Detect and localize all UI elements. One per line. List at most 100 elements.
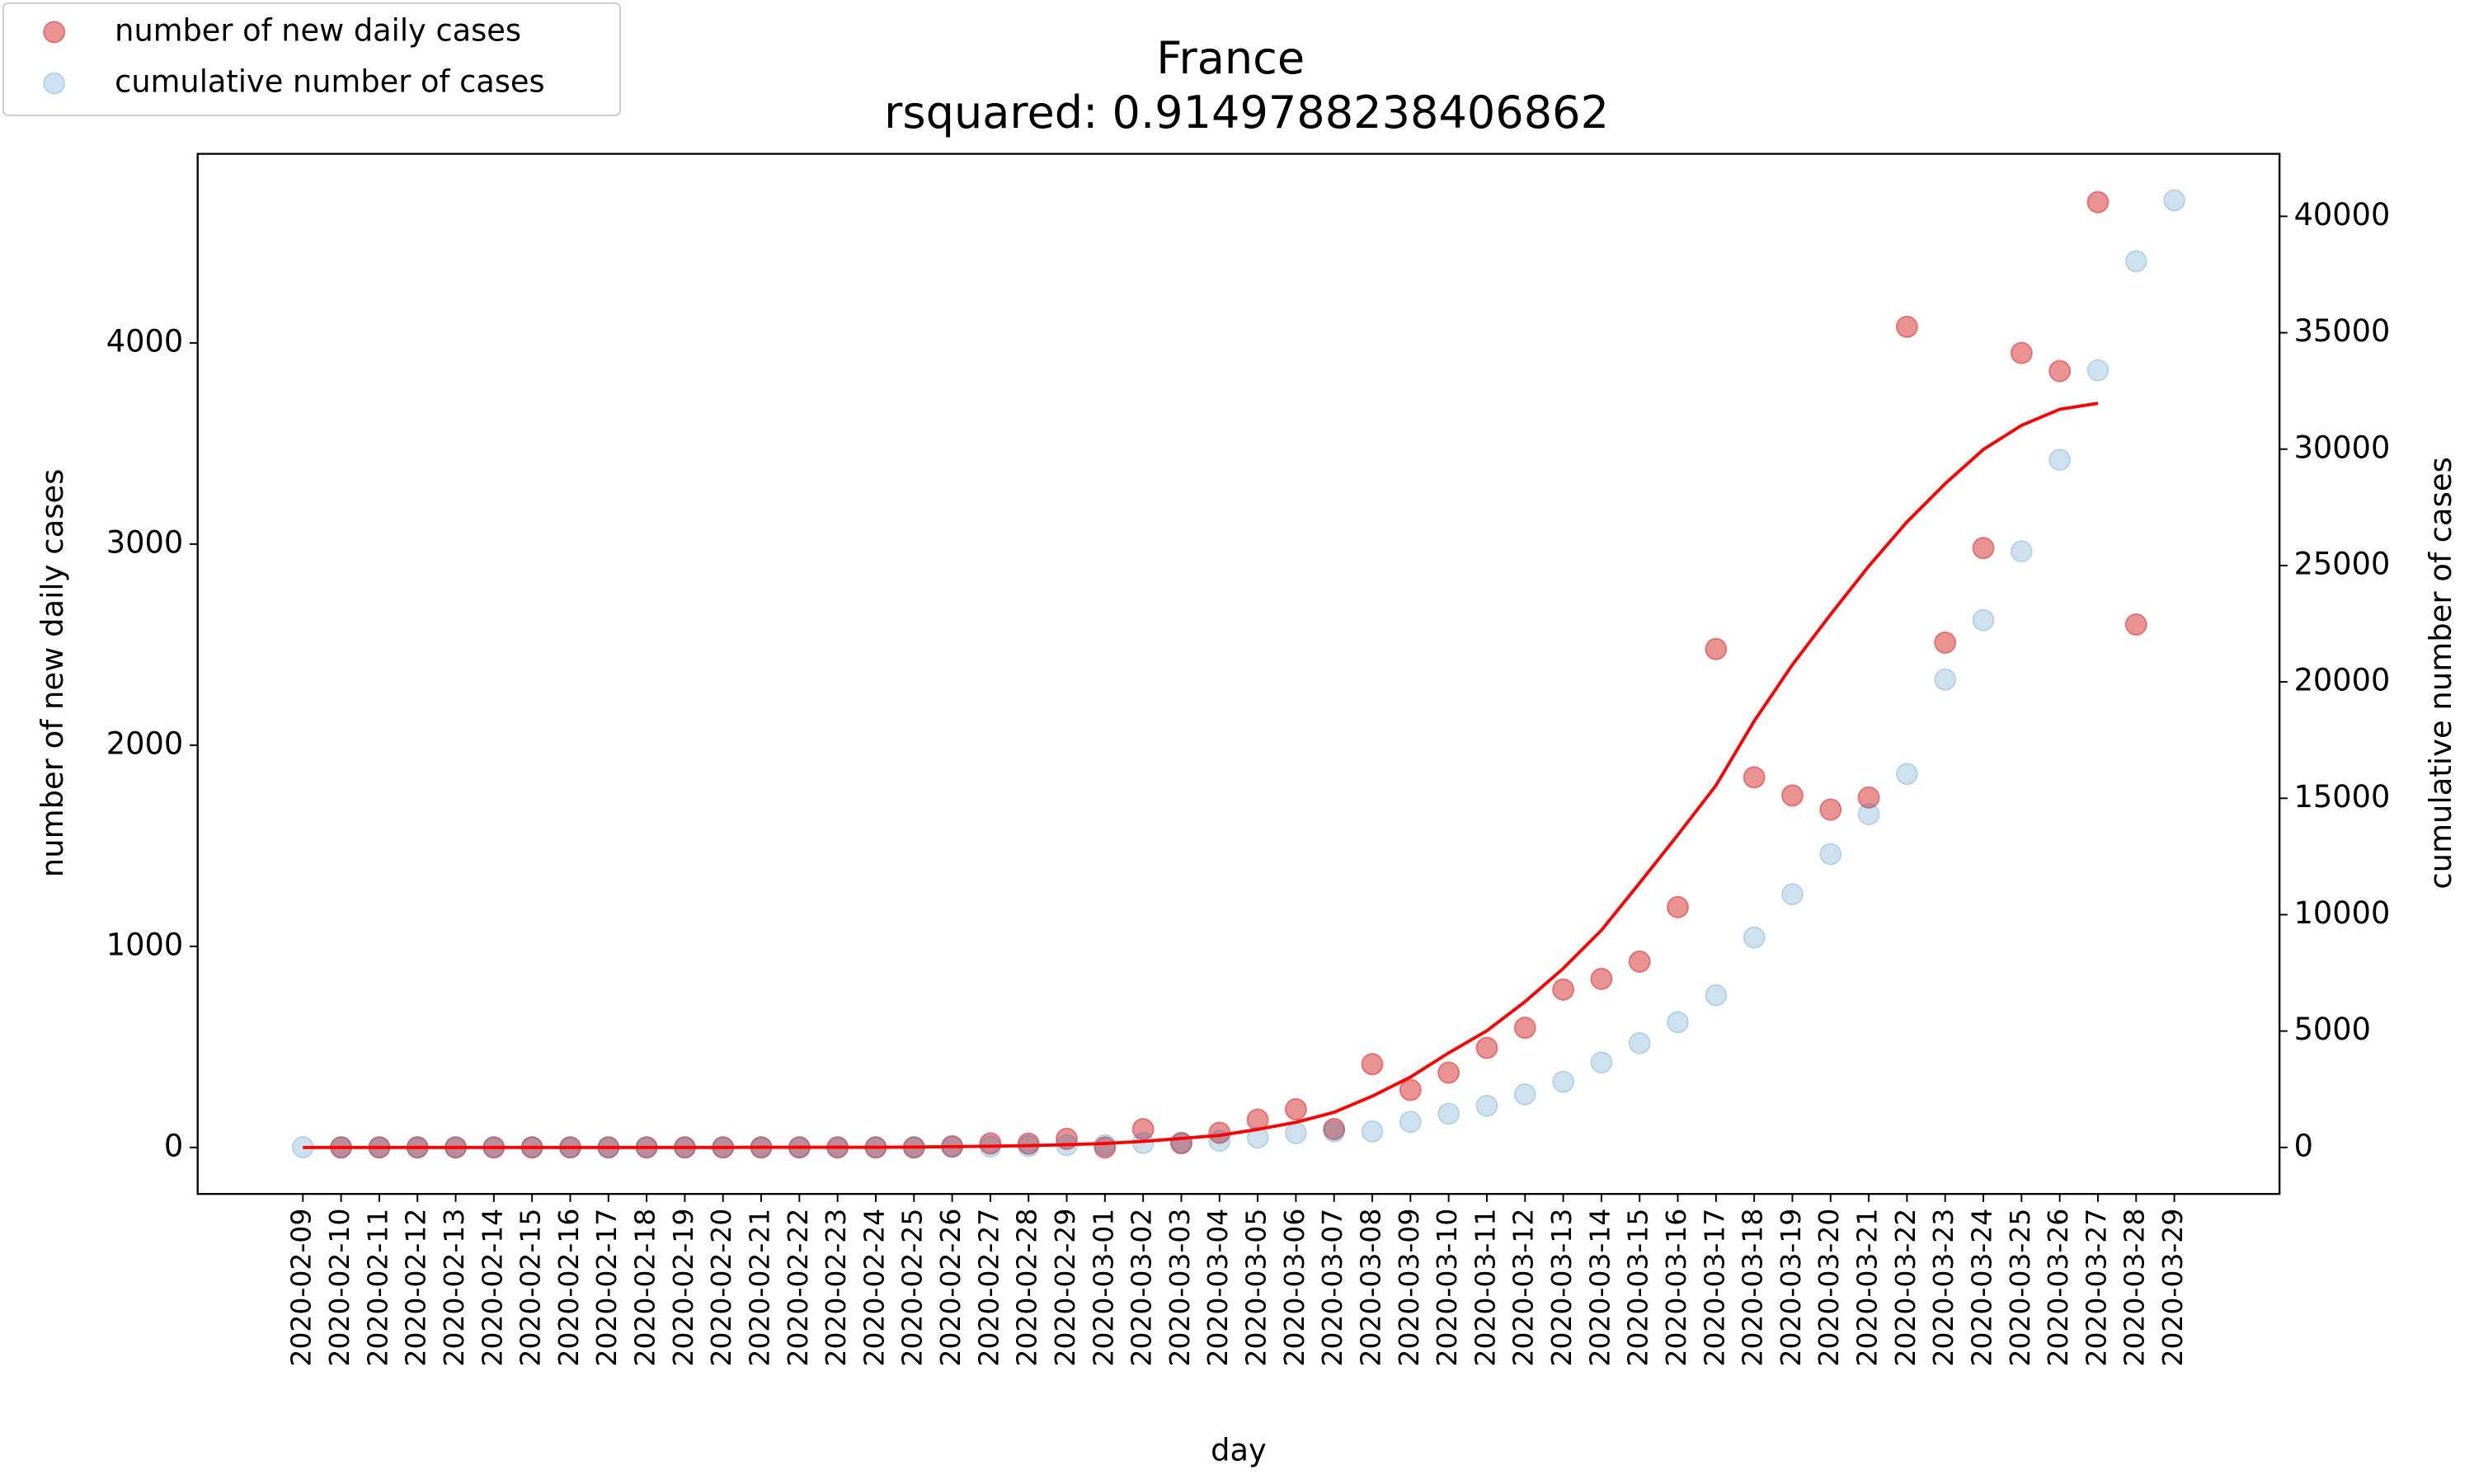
x-tick-label: 2020-02-09	[285, 1209, 317, 1367]
data-point	[1323, 1117, 1346, 1140]
data-point	[1743, 766, 1766, 789]
x-tick-label: 2020-03-02	[1126, 1209, 1158, 1367]
x-tick-label: 2020-02-25	[896, 1209, 929, 1367]
data-point	[1399, 1078, 1422, 1101]
y2-tick-label: 35000	[2294, 313, 2391, 349]
y-tick-label: 3000	[106, 524, 183, 560]
x-tick-label: 2020-02-23	[820, 1209, 852, 1367]
chart-title: France	[1156, 32, 1305, 84]
data-point	[1513, 1017, 1536, 1040]
data-point	[1857, 802, 1880, 826]
data-point	[2010, 341, 2033, 364]
data-point	[2124, 613, 2147, 636]
data-point	[2086, 359, 2109, 382]
data-point	[1552, 1070, 1575, 1093]
x-tick-label: 2020-02-10	[323, 1209, 355, 1367]
x-tick-label: 2020-02-18	[629, 1209, 661, 1367]
data-point	[1934, 668, 1957, 691]
data-point	[2010, 540, 2033, 563]
data-point	[1590, 967, 1613, 990]
data-point	[1895, 315, 1918, 339]
x-tick-label: 2020-03-08	[1355, 1209, 1387, 1367]
data-point	[1246, 1126, 1269, 1149]
data-point	[1399, 1111, 1422, 1134]
data-point	[1819, 843, 1842, 866]
y-axis-label: number of new daily cases	[35, 469, 70, 878]
legend-label: cumulative number of cases	[115, 64, 544, 100]
x-tick-label: 2020-02-29	[1049, 1209, 1081, 1367]
x-tick-label: 2020-03-20	[1813, 1209, 1845, 1367]
legend-marker	[43, 21, 66, 44]
data-point	[1017, 1132, 1040, 1155]
plot-frame	[196, 153, 2281, 1195]
x-tick-label: 2020-03-23	[1927, 1209, 1959, 1367]
y2-tick-label: 0	[2294, 1128, 2313, 1163]
data-point	[1437, 1061, 1460, 1084]
x-tick-label: 2020-03-09	[1393, 1209, 1425, 1367]
x-tick-label: 2020-03-10	[1431, 1209, 1463, 1367]
y-tick-label: 4000	[106, 323, 183, 359]
data-point	[979, 1132, 1002, 1155]
x-tick-label: 2020-03-11	[1470, 1209, 1502, 1367]
x-tick-label: 2020-03-13	[1545, 1209, 1578, 1367]
x-axis-label: day	[1211, 1433, 1267, 1468]
data-point	[1972, 537, 1995, 560]
data-point	[1895, 763, 1918, 786]
x-tick-label: 2020-03-07	[1316, 1209, 1348, 1367]
y-tick-label: 2000	[106, 726, 183, 761]
data-point	[2163, 189, 2186, 212]
x-tick-label: 2020-03-29	[2157, 1209, 2189, 1367]
data-point	[1169, 1131, 1192, 1154]
data-point	[2124, 250, 2147, 273]
chart-subtitle: rsquared: 0.9149788238406862	[884, 87, 1609, 139]
x-tick-label: 2020-02-16	[553, 1209, 585, 1367]
y-tick-label: 0	[164, 1128, 183, 1163]
legend-marker	[43, 72, 66, 95]
x-tick-label: 2020-02-24	[858, 1209, 891, 1367]
x-tick-label: 2020-03-19	[1775, 1209, 1807, 1367]
data-point	[1284, 1097, 1307, 1121]
y-tick-label: 1000	[106, 927, 183, 962]
data-point	[1972, 608, 1995, 632]
x-tick-label: 2020-03-26	[2042, 1209, 2074, 1367]
x-tick-label: 2020-02-14	[476, 1209, 508, 1367]
data-point	[1475, 1094, 1498, 1117]
data-point	[1628, 950, 1651, 973]
data-point	[1705, 984, 1728, 1007]
data-point	[1513, 1082, 1536, 1106]
data-point	[1323, 1120, 1346, 1143]
data-point	[2086, 190, 2109, 214]
data-point	[1475, 1036, 1498, 1059]
x-tick-label: 2020-03-04	[1202, 1209, 1234, 1367]
x-tick-label: 2020-02-28	[1011, 1209, 1043, 1367]
data-point	[1437, 1102, 1460, 1125]
data-point	[1819, 798, 1842, 821]
data-point	[1552, 978, 1575, 1001]
x-tick-label: 2020-03-03	[1164, 1209, 1196, 1367]
y2-tick-label: 15000	[2294, 779, 2391, 815]
x-tick-label: 2020-02-27	[972, 1209, 1004, 1367]
x-tick-label: 2020-03-22	[1889, 1209, 1921, 1367]
data-point	[1780, 882, 1804, 906]
data-point	[1131, 1117, 1155, 1141]
x-tick-label: 2020-02-22	[782, 1209, 814, 1367]
data-point	[1780, 784, 1804, 807]
x-tick-label: 2020-03-18	[1737, 1209, 1769, 1367]
x-tick-label: 2020-03-17	[1698, 1209, 1730, 1367]
x-tick-label: 2020-03-06	[1278, 1209, 1310, 1367]
data-point	[1284, 1121, 1307, 1145]
y2-tick-label: 20000	[2294, 663, 2391, 698]
data-point	[1934, 631, 1957, 655]
data-point	[1857, 786, 1880, 809]
x-tick-label: 2020-02-19	[667, 1209, 699, 1367]
x-tick-label: 2020-02-26	[934, 1209, 967, 1367]
x-tick-label: 2020-03-21	[1851, 1209, 1884, 1367]
x-tick-label: 2020-03-12	[1507, 1209, 1540, 1367]
x-tick-label: 2020-02-15	[515, 1209, 547, 1367]
fit-line	[303, 402, 2099, 1149]
x-tick-label: 2020-03-01	[1087, 1209, 1119, 1367]
data-point	[1590, 1051, 1613, 1074]
data-point	[2048, 359, 2072, 383]
data-point	[1705, 637, 1728, 660]
